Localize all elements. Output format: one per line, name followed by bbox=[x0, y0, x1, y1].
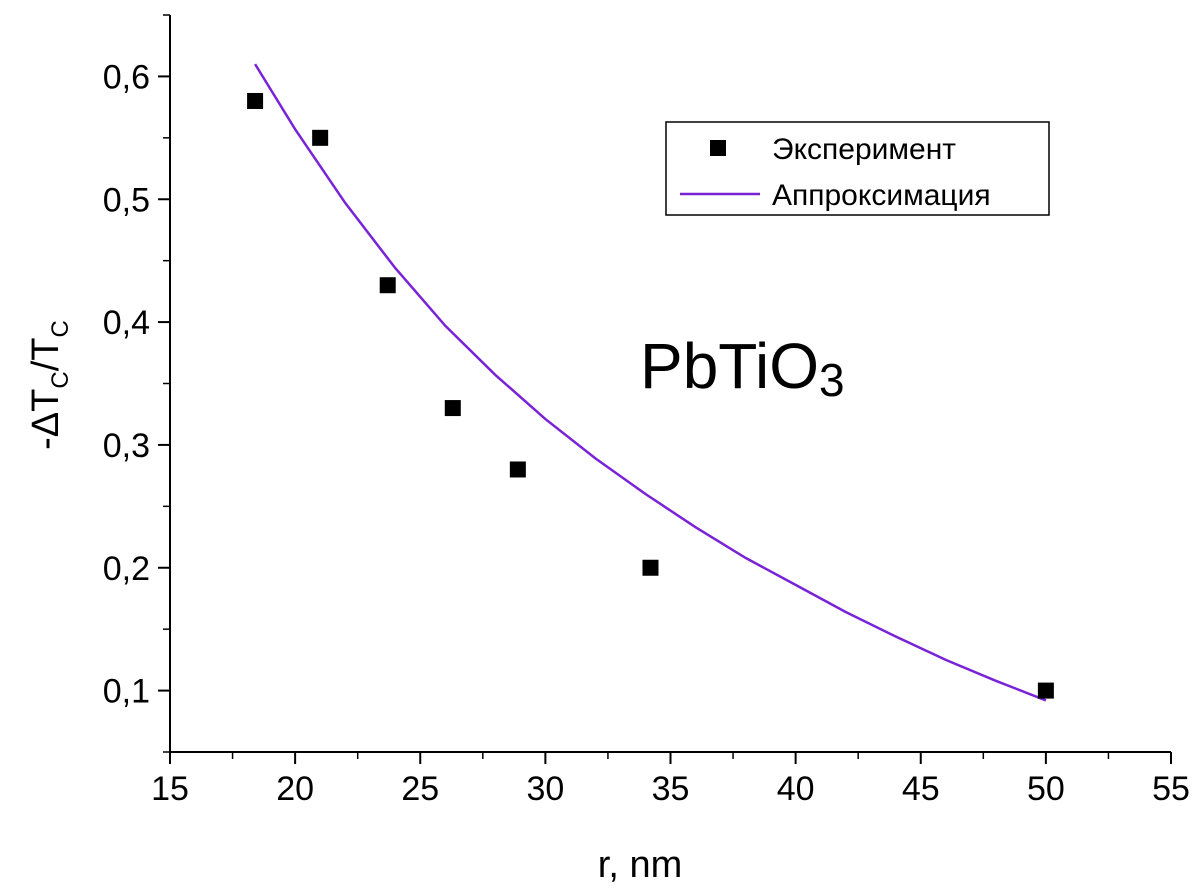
compound-annotation-sub: 3 bbox=[819, 354, 845, 406]
y-tick-label: 0,1 bbox=[103, 673, 150, 711]
data-points bbox=[247, 92, 1054, 699]
y-axis-title-slash: /T bbox=[25, 337, 67, 371]
x-tick-label: 20 bbox=[276, 770, 314, 808]
minor-ticks bbox=[163, 14, 1110, 759]
y-tick-label: 0,2 bbox=[103, 550, 150, 588]
data-point bbox=[444, 400, 461, 417]
x-tick-label: 55 bbox=[1152, 770, 1190, 808]
data-point bbox=[379, 277, 396, 294]
compound-annotation-main: PbTiO bbox=[640, 330, 819, 402]
data-point bbox=[1037, 682, 1054, 699]
compound-annotation: PbTiO3 bbox=[640, 330, 845, 406]
y-tick-label: 0,6 bbox=[103, 58, 150, 96]
x-tick-label: 45 bbox=[902, 770, 940, 808]
y-axis-title: -ΔTC/TC bbox=[25, 320, 74, 450]
legend-label-fit: Аппроксимация bbox=[772, 179, 991, 212]
x-tick-label: 25 bbox=[401, 770, 439, 808]
y-axis-title-sub1: C bbox=[47, 371, 74, 388]
legend: Эксперимент Аппроксимация bbox=[665, 121, 1050, 216]
x-axis-title: r, nm bbox=[598, 844, 682, 886]
fit-curve bbox=[254, 63, 1047, 702]
legend-label-experiment: Эксперимент bbox=[772, 133, 956, 166]
data-point bbox=[509, 461, 526, 478]
y-axis-title-main: -ΔT bbox=[25, 389, 67, 450]
major-ticks bbox=[158, 75, 1172, 764]
y-tick-label: 0,5 bbox=[103, 181, 150, 219]
y-tick-label: 0,3 bbox=[103, 427, 150, 465]
data-point bbox=[247, 92, 264, 109]
x-tick-label: 30 bbox=[526, 770, 564, 808]
x-tick-label: 40 bbox=[777, 770, 815, 808]
legend-marker-experiment bbox=[710, 140, 726, 156]
data-point bbox=[312, 129, 329, 146]
legend-box bbox=[665, 121, 1050, 216]
x-tick-label: 15 bbox=[151, 770, 189, 808]
y-tick-label: 0,4 bbox=[103, 304, 150, 342]
x-tick-labels: 15 20 25 30 35 40 45 50 55 bbox=[151, 770, 1190, 808]
y-tick-labels: 0,1 0,2 0,3 0,4 0,5 0,6 bbox=[103, 58, 150, 710]
data-point bbox=[642, 559, 659, 576]
x-tick-label: 50 bbox=[1027, 770, 1065, 808]
y-axis-title-sub2: C bbox=[47, 320, 74, 337]
x-tick-label: 35 bbox=[652, 770, 690, 808]
